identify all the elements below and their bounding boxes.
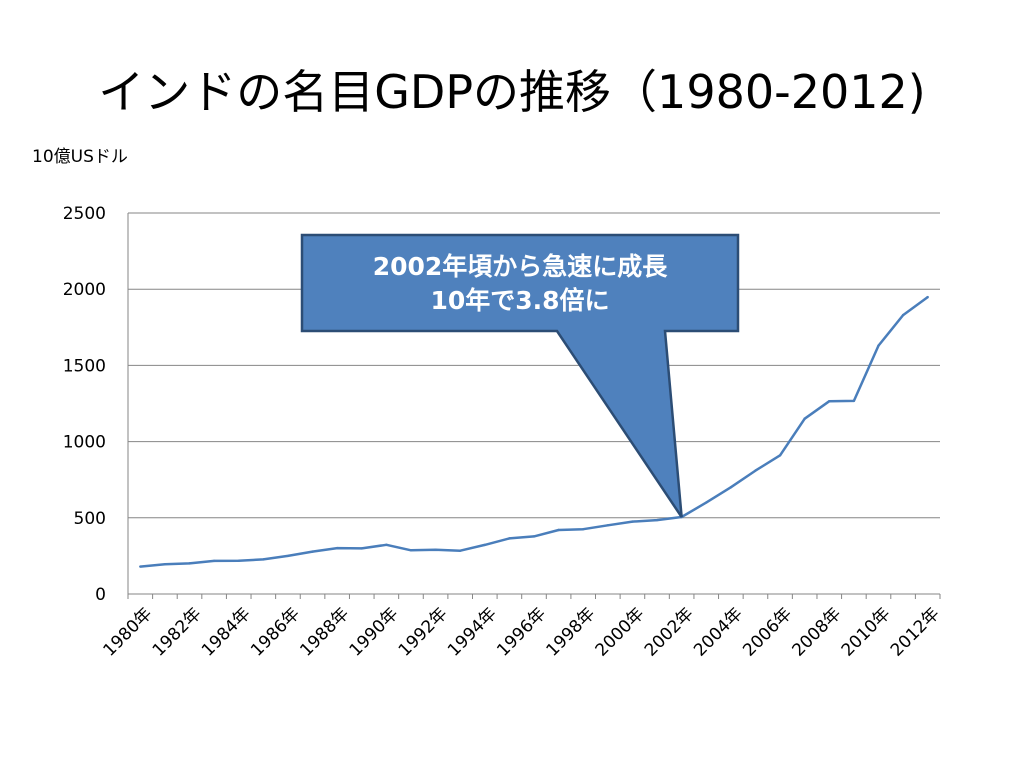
y-axis-unit-label: 10億USドル — [32, 147, 128, 167]
data-point — [212, 559, 216, 563]
x-tick-label: 2002年 — [641, 604, 698, 661]
x-tick-label: 1998年 — [542, 604, 599, 661]
data-point — [901, 313, 905, 317]
data-point — [483, 543, 486, 547]
data-point — [163, 563, 167, 566]
data-point — [606, 524, 610, 527]
x-tick-label: 1980年 — [100, 604, 157, 661]
page-title: インドの名目GDPの推移（1980-2012) — [98, 65, 926, 119]
data-point — [877, 344, 880, 347]
data-point — [385, 543, 388, 546]
data-point — [803, 417, 806, 420]
data-point — [335, 546, 339, 550]
x-tick-label: 1994年 — [444, 604, 501, 661]
y-tick-label: 2000 — [63, 280, 106, 300]
data-point — [286, 554, 290, 558]
callout: 2002年頃から急速に成長 10年で3.8倍に — [300, 233, 740, 518]
x-tick-label: 2010年 — [838, 604, 895, 661]
callout-text-line: 2002年頃から急速に成長 — [373, 252, 669, 281]
x-tick-label: 2012年 — [887, 604, 944, 661]
x-tick-label: 1982年 — [149, 604, 206, 661]
y-tick-label: 1500 — [63, 356, 106, 376]
data-point — [754, 469, 757, 472]
data-point — [582, 528, 585, 531]
data-point — [705, 501, 708, 504]
x-tick-label: 1992年 — [395, 604, 452, 661]
gridlines — [128, 212, 940, 519]
x-tick-label: 1986年 — [247, 604, 304, 661]
data-point — [508, 537, 511, 540]
x-tick-label: 1990年 — [346, 604, 403, 661]
y-tick-label: 500 — [74, 509, 106, 529]
data-point — [237, 559, 240, 562]
data-point — [729, 486, 733, 489]
data-point — [188, 562, 191, 565]
series-layer — [139, 295, 929, 568]
x-tick-label: 2008年 — [789, 604, 846, 661]
x-tick-label: 2004年 — [690, 604, 747, 661]
x-tick-label: 2000年 — [592, 604, 649, 661]
x-tick-label: 1984年 — [198, 604, 255, 661]
data-point — [532, 535, 536, 538]
data-point — [852, 399, 856, 403]
y-tick-label: 0 — [95, 585, 106, 605]
data-point — [311, 550, 314, 553]
x-tick-label: 2006年 — [739, 604, 796, 661]
data-point — [631, 520, 634, 523]
data-point — [409, 549, 413, 552]
data-point — [655, 518, 659, 522]
y-tick-label: 1000 — [63, 433, 106, 453]
data-point — [360, 547, 363, 550]
data-point — [458, 549, 462, 552]
data-point — [434, 548, 437, 551]
data-point — [139, 565, 142, 568]
data-point — [262, 558, 265, 561]
callout-text-line: 10年で3.8倍に — [430, 286, 609, 315]
callout-shape — [300, 233, 740, 518]
data-point — [557, 528, 560, 532]
x-tick-label: 1996年 — [493, 604, 550, 661]
data-point — [926, 295, 929, 299]
data-point — [778, 454, 782, 457]
y-tick-label: 2500 — [63, 204, 106, 224]
series-line — [140, 296, 929, 568]
x-tick-label: 1988年 — [296, 604, 353, 661]
data-point — [828, 400, 831, 403]
